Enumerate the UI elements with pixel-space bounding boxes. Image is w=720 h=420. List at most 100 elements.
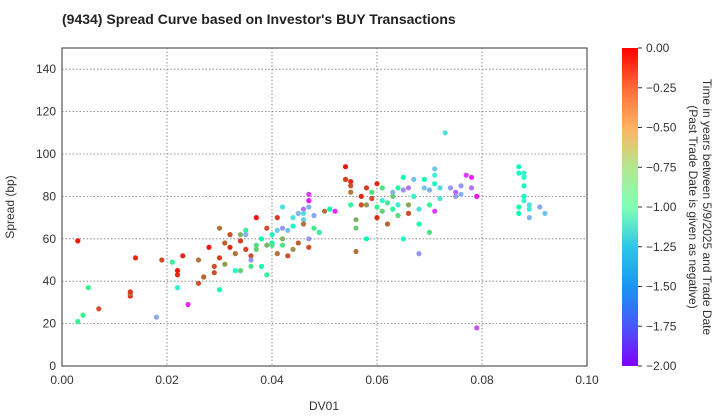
x-tick-label: 0.06 [365,373,389,387]
scatter-point [264,242,270,248]
scatter-point [374,215,380,221]
colorbar-tick-label: −1.50 [646,280,677,294]
scatter-point [306,191,312,197]
scatter-point [348,179,354,185]
scatter-point [206,244,212,250]
scatter-point [237,238,244,244]
scatter-point [526,206,532,212]
scatter-point [342,176,349,182]
scatter-point [395,185,401,191]
scatter-point [521,174,527,180]
y-tick-label: 40 [43,274,57,288]
scatter-point [348,189,354,195]
scatter-point [405,185,412,191]
y-tick-label: 120 [36,105,56,119]
scatter-point [379,198,385,204]
x-tick-label: 0.04 [260,373,284,387]
scatter-point [411,176,417,182]
x-tick-label: 0.00 [50,373,74,387]
scatter-point [416,221,422,227]
scatter-point [416,251,422,257]
scatter-point [474,325,480,331]
scatter-point [426,187,433,193]
scatter-point [174,285,181,291]
scatter-point [96,306,102,312]
scatter-point [195,280,202,286]
scatter-point [248,253,254,259]
scatter-point [216,225,223,231]
scatter-point [447,185,454,191]
scatter-point [290,246,296,252]
scatter-point [374,181,380,187]
scatter-point [243,227,249,233]
scatter-point [453,189,459,195]
scatter-point [253,246,259,252]
scatter-point [153,314,160,320]
scatter-point [295,240,301,246]
scatter-point [227,232,233,238]
scatter-point [300,206,307,212]
scatter-point [442,130,448,136]
scatter-point [169,259,175,265]
scatter-point [363,236,370,242]
scatter-point [405,210,412,216]
scatter-point [395,202,401,208]
scatter-point [526,202,532,208]
scatter-point [311,212,317,219]
scatter-point [342,164,349,170]
scatter-point [379,208,385,214]
scatter-point [390,193,396,199]
scatter-point [300,221,307,227]
scatter-point [232,268,238,274]
colorbar-ticks: 0.00 −0.25 −0.50 −0.75 −1.00 −1.25 −1.50 −1.75 −… [638,41,677,373]
scatter-point [222,261,228,267]
scatter-point [358,193,364,199]
scatter-point [295,210,301,216]
scatter-point [269,242,275,248]
scatter-point [516,164,522,170]
scatter-point [537,204,543,210]
scatter-point [453,193,459,199]
scatter-point [516,204,522,210]
scatter-point [227,244,233,250]
scatter-point [526,215,532,221]
colorbar-gradient [622,48,638,366]
gridlines [62,48,587,366]
scatter-point [222,240,228,246]
scatter-point [390,189,396,195]
colorbar-tick-label: −0.25 [646,81,677,95]
scatter-point [75,238,81,244]
scatter-point [279,236,286,242]
scatter-point [274,227,280,233]
scatter-point [458,191,464,197]
scatter-point [279,225,286,231]
scatter-point [132,255,139,261]
x-tick-label: 0.10 [575,373,599,387]
scatter-point [201,274,207,280]
y-tick-label: 140 [36,62,56,76]
x-tick-label: 0.08 [470,373,494,387]
scatter-point [211,263,217,269]
scatter-point [395,212,401,219]
scatter-point [258,263,265,269]
scatter-point [306,198,312,204]
scatter-point [211,270,217,276]
scatter-point [353,225,359,231]
colorbar-tick-label: 0.00 [646,41,670,55]
scatter-point [216,255,223,261]
scatter-point [316,229,322,235]
colorbar-tick-label: −1.75 [646,319,677,333]
y-tick-label: 80 [43,189,57,203]
scatter-point [216,287,223,293]
scatter-point [353,248,359,255]
x-axis-label: DV01 [309,399,339,413]
scatter-point [421,176,427,182]
scatter-point [468,174,475,180]
scatter-point [437,195,443,202]
scatter-point [264,272,270,278]
scatter-point [390,206,396,212]
scatter-point [127,289,133,295]
scatter-point [348,183,354,189]
scatter-point [237,232,244,238]
scatter-point [321,208,328,214]
